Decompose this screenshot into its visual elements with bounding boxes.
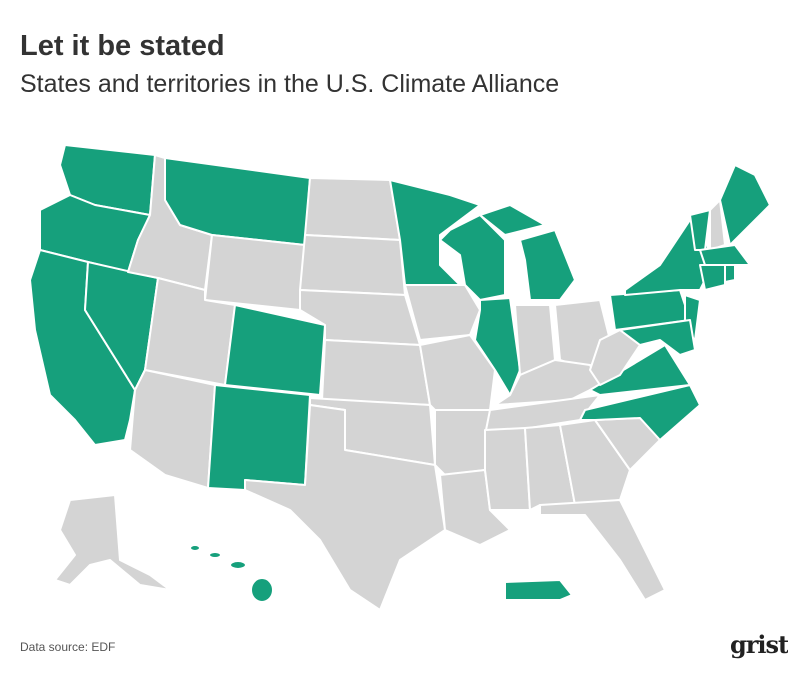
logo: grist	[730, 630, 788, 659]
source: Data source: EDF	[20, 640, 116, 654]
state	[589, 344, 691, 396]
territory	[250, 577, 274, 603]
state	[54, 494, 171, 591]
state	[719, 164, 771, 246]
territory	[189, 544, 201, 552]
state	[434, 409, 491, 476]
state	[479, 204, 546, 236]
territory	[208, 551, 222, 559]
territory	[229, 560, 247, 570]
state	[699, 244, 751, 266]
subtitle: States and territories in the U.S. Clima…	[20, 70, 560, 98]
states	[29, 144, 771, 611]
state	[709, 199, 726, 251]
state	[244, 404, 446, 611]
state	[207, 384, 311, 491]
state	[474, 297, 521, 396]
state	[321, 339, 431, 406]
state	[539, 499, 666, 601]
state	[224, 304, 326, 396]
state	[484, 427, 531, 511]
state	[404, 284, 481, 341]
state	[129, 369, 216, 489]
state	[204, 234, 306, 311]
state	[519, 229, 576, 301]
state	[724, 264, 736, 283]
state	[299, 234, 406, 296]
state	[699, 264, 726, 291]
state	[579, 384, 701, 441]
title: Let it be stated	[20, 30, 225, 62]
state	[304, 177, 401, 241]
territory	[504, 579, 573, 601]
state	[389, 179, 481, 286]
state	[619, 319, 696, 356]
